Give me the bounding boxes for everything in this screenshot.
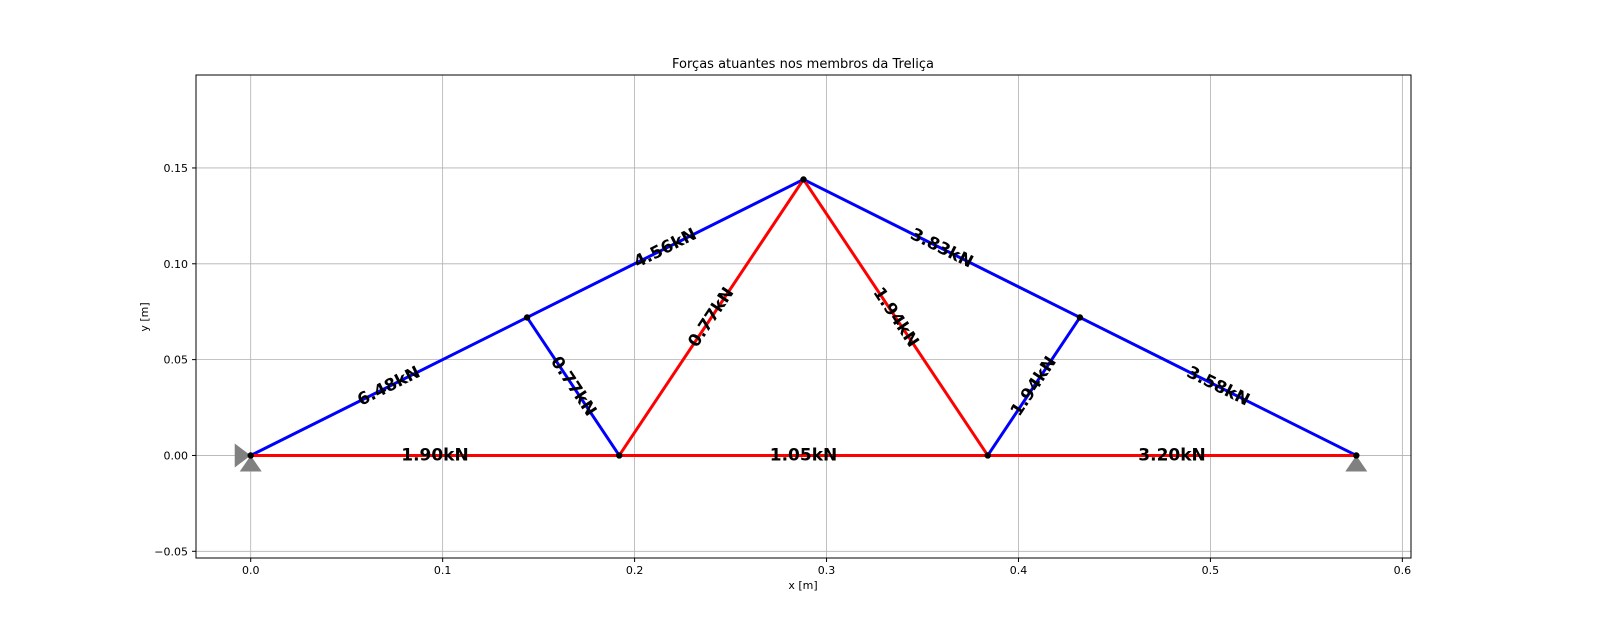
x-tick-label: 0.3 <box>818 564 836 577</box>
truss-member <box>1078 315 1358 457</box>
truss-node <box>247 452 254 459</box>
truss-node <box>616 452 623 459</box>
member-force-label: 0.77kN <box>546 353 600 420</box>
truss-node <box>523 314 531 321</box>
member-force-label: 1.94kN <box>1007 353 1061 420</box>
axis-ticks: 0.0 0.1 0.2 0.3 0.4 0.5 0.6 −0.05 0.00 0.05 0.10 0.… <box>154 162 1411 577</box>
x-tick-label: 0.6 <box>1394 564 1412 577</box>
truss-node <box>984 452 991 459</box>
truss-member <box>249 315 529 457</box>
x-axis-label: x [m] <box>788 579 817 592</box>
vertical-support-icon <box>239 455 262 472</box>
y-tick-label: 0.15 <box>164 162 189 175</box>
member-force-label: 1.90kN <box>401 445 468 465</box>
member-force-label: 3.83kN <box>907 224 976 272</box>
truss-node <box>1353 452 1360 459</box>
x-tick-label: 0.4 <box>1010 564 1028 577</box>
truss-member <box>802 177 1082 319</box>
chart-title: Forças atuantes nos membros da Treliça <box>672 57 934 72</box>
x-tick-label: 0.1 <box>434 564 452 577</box>
grid <box>196 75 1411 558</box>
y-tick-label: 0.10 <box>164 258 189 271</box>
member-force-label: 3.20kN <box>1138 445 1205 465</box>
truss-member <box>525 315 621 457</box>
truss-member <box>986 315 1082 457</box>
horizontal-support-icon <box>234 443 251 468</box>
vertical-support-icon <box>1345 455 1368 472</box>
nodes <box>247 176 1360 459</box>
x-tick-label: 0.0 <box>242 564 260 577</box>
member-force-label: 1.94kN <box>869 284 923 351</box>
member-force-label: 3.58kN <box>1183 362 1252 410</box>
supports <box>234 443 1368 472</box>
truss-member <box>802 177 990 457</box>
x-tick-label: 0.5 <box>1202 564 1220 577</box>
member-force-label: 1.05kN <box>770 445 837 465</box>
y-tick-label: 0.05 <box>164 354 189 367</box>
truss-node <box>800 176 807 183</box>
member-force-label: 4.56kN <box>631 224 700 272</box>
plot-area <box>195 74 1412 559</box>
truss-member <box>525 177 805 319</box>
member-force-label: 6.48kN <box>354 362 423 410</box>
y-tick-label: 0.00 <box>164 449 189 462</box>
member-force-label: 0.77kN <box>684 284 738 351</box>
x-tick-label: 0.2 <box>626 564 644 577</box>
members <box>249 177 1358 457</box>
y-tick-label: −0.05 <box>154 545 188 558</box>
truss-node <box>1076 314 1084 321</box>
truss-member <box>617 177 805 457</box>
force-labels: 6.48kN 4.56kN 3.83kN 3.58kN 0.77kN 1.94kN 0.77… <box>354 224 1253 465</box>
y-axis-label: y [m] <box>138 302 151 331</box>
